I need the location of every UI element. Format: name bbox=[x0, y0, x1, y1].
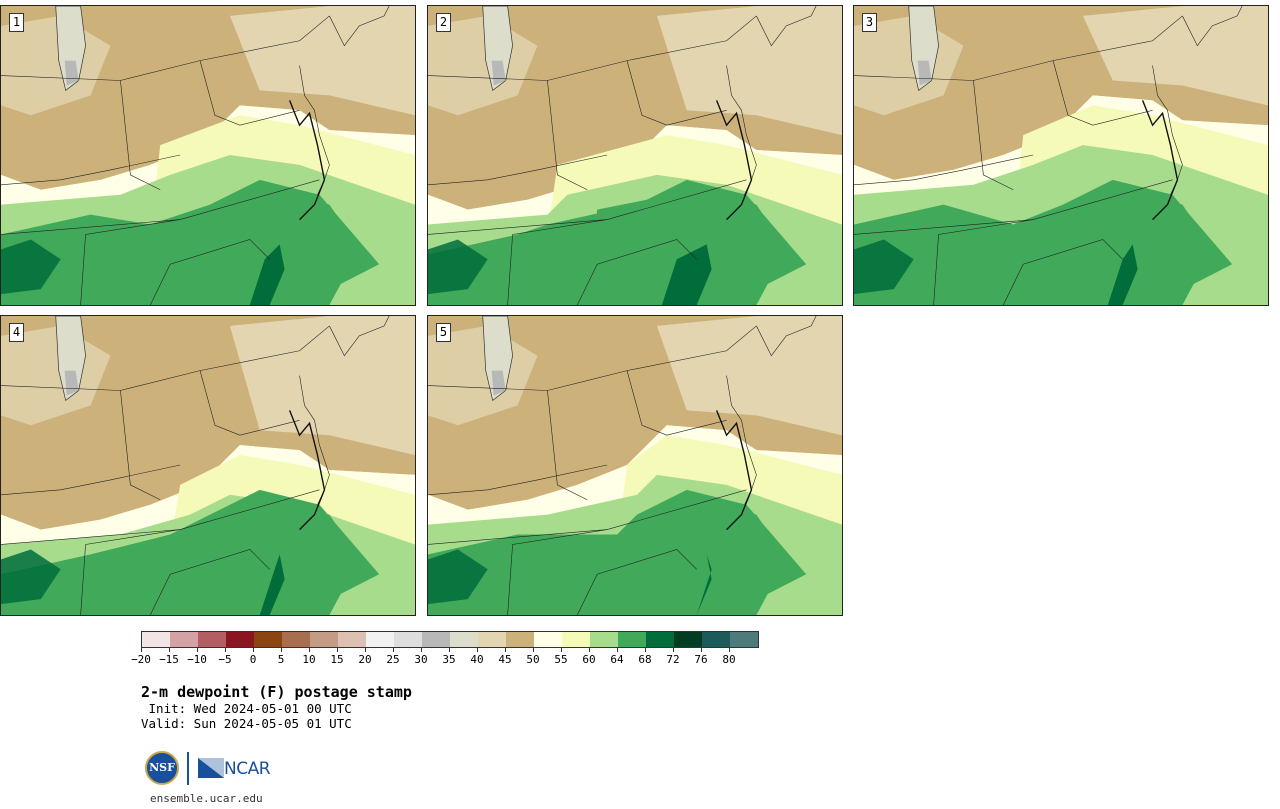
colorbar-tick-mark bbox=[673, 648, 674, 652]
colorbar-tick-mark bbox=[141, 648, 142, 652]
colorbar-swatch bbox=[590, 632, 618, 647]
colorbar-tick-label: 0 bbox=[249, 653, 257, 666]
colorbar-tick-label: 45 bbox=[498, 653, 512, 666]
colorbar-tick-mark bbox=[309, 648, 310, 652]
member-number-label: 1 bbox=[9, 13, 24, 32]
ensemble-member-panel[interactable]: 1 bbox=[0, 5, 416, 306]
colorbar-tick-mark bbox=[365, 648, 366, 652]
colorbar-tick-mark bbox=[393, 648, 394, 652]
colorbar-swatch bbox=[674, 632, 702, 647]
colorbar-tick-label: −5 bbox=[218, 653, 232, 666]
colorbar-tick-label: 76 bbox=[694, 653, 708, 666]
colorbar-tick-label: −20 bbox=[131, 653, 151, 666]
colorbar-tick-mark bbox=[589, 648, 590, 652]
colorbar-tick-mark bbox=[197, 648, 198, 652]
colorbar-tick-labels: −20 −15 −10 −5 0 5 10 15 20 25 30 35 40 45 50 55 60 64 68 7… bbox=[131, 648, 761, 668]
page-title: 2-m dewpoint (F) postage stamp bbox=[141, 683, 412, 701]
colorbar-swatch bbox=[338, 632, 366, 647]
colorbar-tick-label: 40 bbox=[470, 653, 484, 666]
colorbar-tick-label: 55 bbox=[554, 653, 568, 666]
colorbar-swatch bbox=[310, 632, 338, 647]
colorbar-tick-label: 80 bbox=[722, 653, 736, 666]
colorbar-tick-label: 20 bbox=[358, 653, 372, 666]
colorbar-swatch bbox=[142, 632, 170, 647]
dewpoint-map bbox=[428, 316, 842, 615]
dewpoint-map bbox=[1, 316, 415, 615]
colorbar-tick-mark bbox=[729, 648, 730, 652]
colorbar-swatch bbox=[170, 632, 198, 647]
colorbar-tick-mark bbox=[253, 648, 254, 652]
colorbar-tick-mark bbox=[645, 648, 646, 652]
colorbar-swatch bbox=[394, 632, 422, 647]
ensemble-member-panel[interactable]: 5 bbox=[427, 315, 843, 616]
colorbar-swatch bbox=[450, 632, 478, 647]
colorbar-tick-label: 15 bbox=[330, 653, 344, 666]
ensemble-member-panel[interactable]: 2 bbox=[427, 5, 843, 306]
colorbar-tick-label: 50 bbox=[526, 653, 540, 666]
colorbar-tick-label: 64 bbox=[610, 653, 624, 666]
colorbar-tick-mark bbox=[281, 648, 282, 652]
colorbar-tick-mark bbox=[477, 648, 478, 652]
member-number-label: 2 bbox=[436, 13, 451, 32]
colorbar-tick-label: 30 bbox=[414, 653, 428, 666]
ensemble-member-panel[interactable]: 3 bbox=[853, 5, 1269, 306]
colorbar-tick-mark bbox=[533, 648, 534, 652]
colorbar-swatch bbox=[506, 632, 534, 647]
colorbar-tick-label: −10 bbox=[187, 653, 207, 666]
colorbar-tick-label: 25 bbox=[386, 653, 400, 666]
member-number-label: 3 bbox=[862, 13, 877, 32]
colorbar-tick-mark bbox=[449, 648, 450, 652]
colorbar-tick-label: −15 bbox=[159, 653, 179, 666]
colorbar-tick-mark bbox=[421, 648, 422, 652]
colorbar-tick-mark bbox=[337, 648, 338, 652]
colorbar-swatch bbox=[730, 632, 758, 647]
colorbar-swatch bbox=[282, 632, 310, 647]
colorbar-tick-mark bbox=[701, 648, 702, 652]
ensemble-member-panel[interactable]: 4 bbox=[0, 315, 416, 616]
ncar-logo-text: NCAR bbox=[224, 759, 271, 779]
colorbar-tick-mark bbox=[225, 648, 226, 652]
colorbar-tick-mark bbox=[617, 648, 618, 652]
colorbar-tick-mark bbox=[169, 648, 170, 652]
member-number-label: 5 bbox=[436, 323, 451, 342]
colorbar-tick-label: 5 bbox=[277, 653, 285, 666]
colorbar-swatch bbox=[226, 632, 254, 647]
colorbar-swatch bbox=[254, 632, 282, 647]
site-url[interactable]: ensemble.ucar.edu bbox=[150, 792, 263, 805]
colorbar-swatch bbox=[366, 632, 394, 647]
dewpoint-map bbox=[428, 6, 842, 305]
colorbar bbox=[141, 631, 759, 648]
colorbar-swatch bbox=[478, 632, 506, 647]
colorbar-swatch bbox=[702, 632, 730, 647]
colorbar-swatch bbox=[618, 632, 646, 647]
colorbar-tick-label: 60 bbox=[582, 653, 596, 666]
colorbar-swatch bbox=[534, 632, 562, 647]
logo-divider bbox=[187, 752, 189, 785]
colorbar-tick-label: 72 bbox=[666, 653, 680, 666]
colorbar-swatch bbox=[422, 632, 450, 647]
dewpoint-map bbox=[854, 6, 1268, 305]
colorbar-swatch bbox=[646, 632, 674, 647]
init-time: Init: Wed 2024-05-01 00 UTC bbox=[141, 701, 352, 716]
colorbar-tick-mark bbox=[505, 648, 506, 652]
dewpoint-map bbox=[1, 6, 415, 305]
colorbar-tick-label: 35 bbox=[442, 653, 456, 666]
valid-time: Valid: Sun 2024-05-05 01 UTC bbox=[141, 716, 352, 731]
nsf-logo: NSF bbox=[145, 751, 179, 785]
member-number-label: 4 bbox=[9, 323, 24, 342]
ncar-logo-icon bbox=[198, 758, 224, 778]
colorbar-tick-label: 68 bbox=[638, 653, 652, 666]
colorbar-swatch bbox=[562, 632, 590, 647]
colorbar-tick-label: 10 bbox=[302, 653, 316, 666]
colorbar-tick-mark bbox=[561, 648, 562, 652]
colorbar-swatch bbox=[198, 632, 226, 647]
